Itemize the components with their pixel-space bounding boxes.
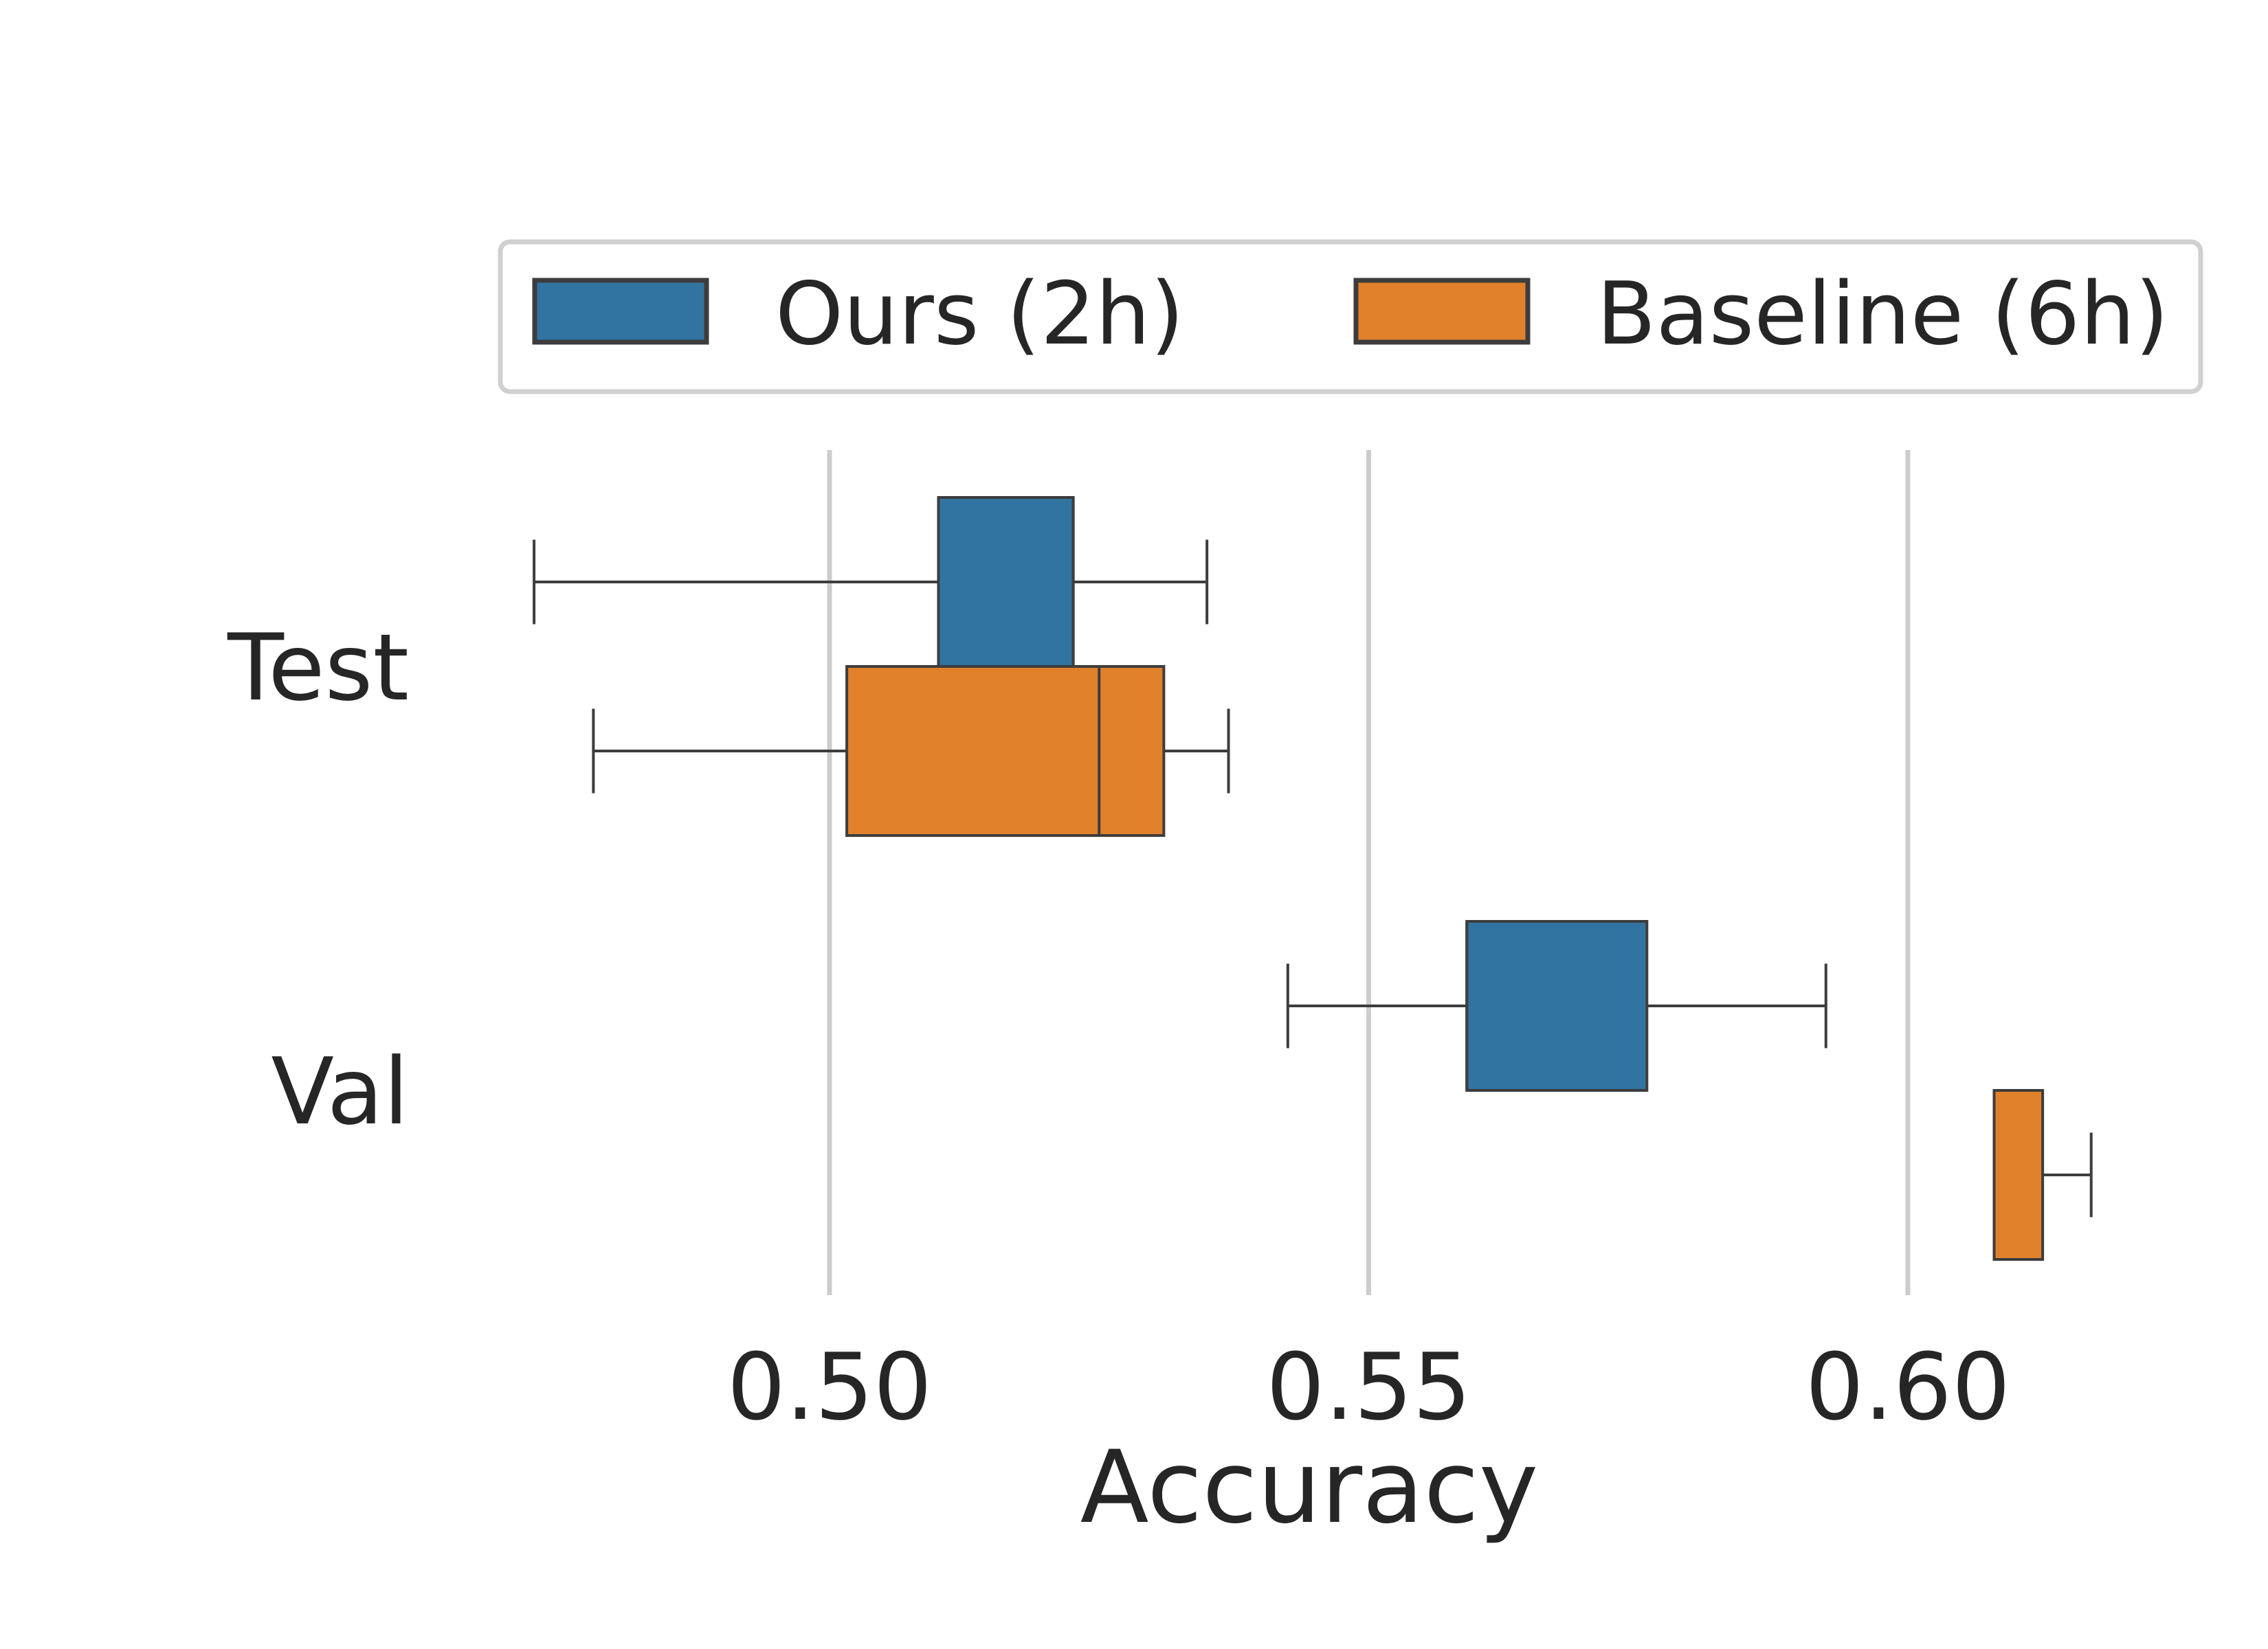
legend: Ours (2h) Baseline (6h): [498, 239, 2203, 394]
y-tick-labels: Test Val: [227, 614, 409, 1145]
x-tick-label: 0.55: [1266, 1334, 1471, 1441]
x-tick-label: 0.60: [1805, 1334, 2010, 1441]
legend-frame: [498, 239, 2203, 394]
box-plot-marks: [533, 496, 2093, 1261]
x-tick-labels: 0.50 0.55 0.60: [727, 1334, 2010, 1441]
y-tick-label: Test: [227, 614, 409, 721]
x-axis-title: Accuracy: [1080, 1429, 1539, 1546]
y-tick-label: Val: [271, 1038, 409, 1145]
legend-swatch-ours: [532, 278, 709, 345]
box-baseline-val: [1992, 1089, 2045, 1261]
box-ours-val: [1465, 920, 1649, 1092]
grid-lines: [827, 450, 1911, 1295]
legend-swatch-baseline: [1353, 278, 1531, 345]
x-tick-label: 0.50: [727, 1334, 932, 1441]
box-baseline-test: [845, 665, 1166, 837]
legend-label-baseline: Baseline (6h): [1597, 263, 2169, 364]
legend-label-ours: Ours (2h): [775, 263, 1184, 364]
box-ours-test: [937, 496, 1075, 668]
